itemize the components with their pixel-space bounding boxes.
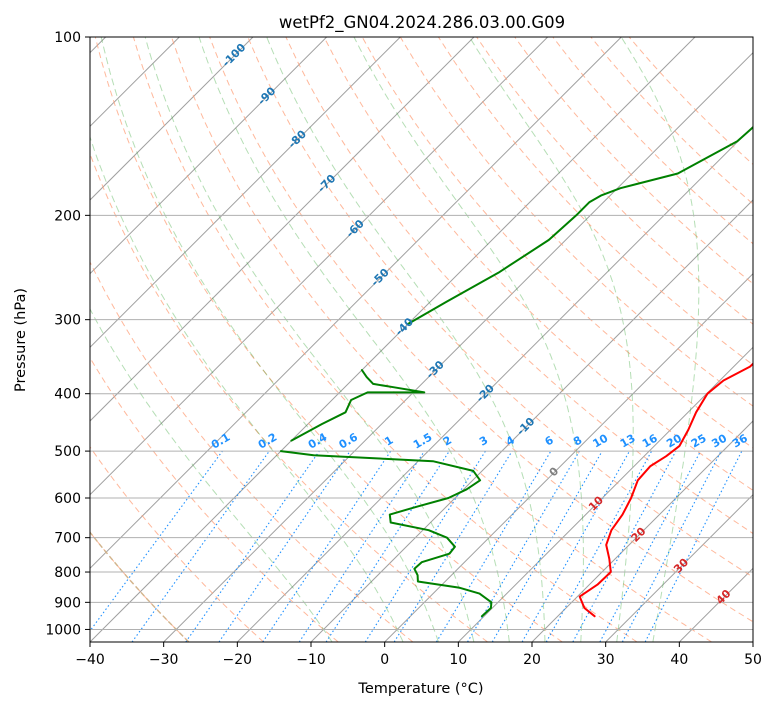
dry-adiabat-line: [90, 446, 264, 642]
x-tick-label: 50: [744, 652, 762, 668]
dewpoint-line: [279, 450, 493, 618]
mixing-ratio-line: [521, 450, 630, 642]
dry-adiabat-line: [514, 37, 753, 285]
isotherm-line: [605, 493, 753, 642]
x-tick-label: 10: [449, 652, 467, 668]
moist-adiabat-line: [620, 37, 700, 642]
dry-adiabat-line: [90, 356, 339, 642]
mixing-ratio-line: [435, 450, 552, 642]
x-tick-label: −10: [296, 652, 326, 668]
x-tick-label: 40: [670, 652, 688, 668]
mixing-ratio-line: [545, 450, 653, 642]
x-tick-label: −30: [149, 652, 179, 668]
x-tick-label: 0: [380, 652, 389, 668]
y-tick-label: 800: [54, 565, 81, 581]
y-tick-label: 200: [54, 208, 81, 224]
isotherm-line: [90, 37, 696, 642]
plot-frame: [89, 36, 754, 643]
dry-adiabat-line: [285, 37, 753, 535]
dry-adiabat-line: [323, 37, 753, 491]
dry-adiabat-line: [94, 37, 563, 642]
mixing-ratio-line: [364, 450, 486, 642]
gridlines: [90, 37, 753, 630]
dry-adiabat-highlight-line: [90, 531, 190, 642]
isotherm-line: [90, 37, 328, 275]
y-tick-label: 600: [54, 491, 81, 507]
mixing-ratio-line: [491, 450, 603, 642]
moist-adiabat-line: [144, 37, 475, 642]
isotherm-line: [384, 272, 753, 642]
sounding-series: [279, 125, 753, 618]
isotherm-line: [90, 37, 549, 496]
y-tick-label: 700: [54, 531, 81, 547]
y-tick-label: 400: [54, 387, 81, 403]
mixing-ratio-line: [393, 450, 513, 642]
isotherm-line: [90, 37, 254, 201]
x-axis: −40 −30 −20 −10 0 10 20 30 40 50: [75, 642, 762, 668]
isotherm-line: [90, 37, 401, 349]
temperature-line: [578, 362, 753, 618]
y-tick-label: 900: [54, 595, 81, 611]
y-tick-label: 100: [54, 30, 81, 46]
y-tick-label: 500: [54, 444, 81, 460]
moist-adiabat-line: [90, 135, 404, 642]
y-tick-label: 1000: [45, 622, 81, 638]
moist-adiabat-line: [353, 37, 584, 642]
y-axis: 100 200 300 400 500 600 700 800 900 1000: [45, 30, 90, 638]
dewpoint-line: [407, 125, 753, 325]
x-tick-label: 30: [597, 652, 615, 668]
moist-adiabat-line: [266, 37, 546, 642]
mixing-ratio-line: [325, 450, 450, 642]
dry-adiabat-line: [132, 37, 638, 642]
isotherm-line: [163, 51, 753, 642]
mixing-ratio-line: [467, 450, 580, 642]
x-tick-label: −40: [75, 652, 105, 668]
y-tick-label: 300: [54, 313, 81, 329]
dry-adiabat-line: [247, 37, 753, 578]
isotherm-line: [90, 37, 622, 570]
x-tick-label: −20: [223, 652, 253, 668]
mixing-ratio-line: [218, 450, 351, 642]
x-axis-label: Temperature (°C): [357, 681, 483, 697]
isotherm-line: [90, 37, 475, 422]
dry-adiabat-line: [171, 37, 712, 642]
mixing-ratio-line: [185, 450, 320, 642]
mixing-ratio-line: [572, 450, 677, 642]
moist-adiabat-line: [100, 37, 439, 642]
isotherm-line: [457, 346, 753, 642]
dry-adiabat-line: [476, 37, 753, 325]
x-tick-label: 20: [523, 652, 541, 668]
dry-adiabat-line: [90, 260, 414, 642]
y-axis-label: Pressure (hPa): [13, 288, 29, 392]
dry-adiabat-line: [209, 37, 753, 623]
dewpoint-line: [290, 369, 426, 442]
chart-title: wetPf2_GN04.2024.286.03.00.G09: [279, 13, 565, 33]
background-lines: [90, 37, 753, 642]
isotherm-line: [531, 420, 753, 642]
